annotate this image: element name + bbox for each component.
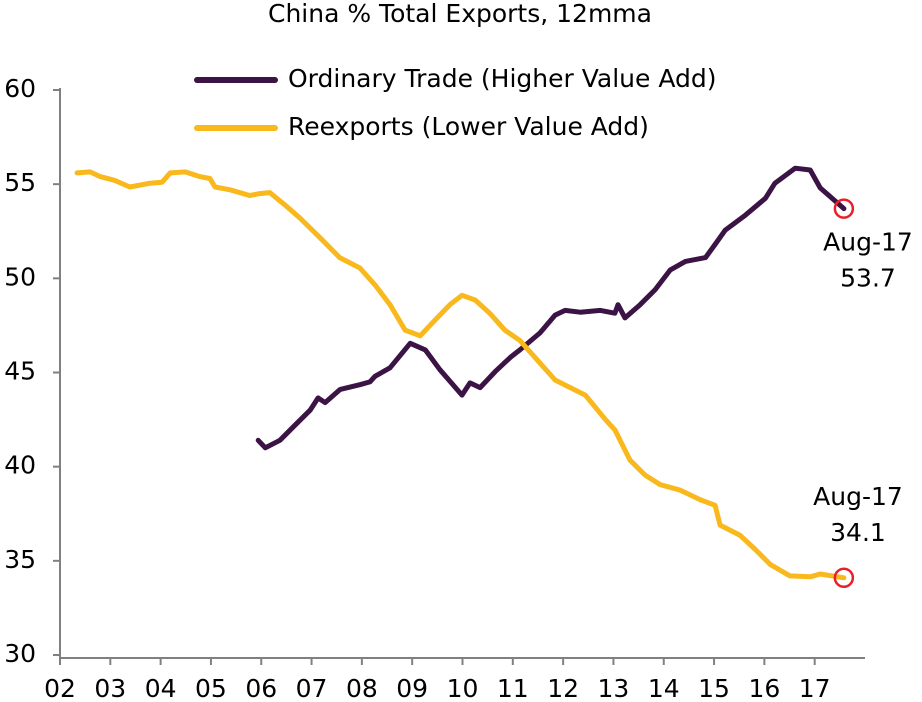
x-tick-label: 05 xyxy=(195,674,227,702)
x-tick-label: 08 xyxy=(346,674,378,702)
x-tick-label: 12 xyxy=(547,674,579,702)
y-tick-label: 45 xyxy=(4,357,36,386)
series-line xyxy=(255,165,847,451)
y-tick-label: 35 xyxy=(4,545,36,574)
x-tick-label: 15 xyxy=(698,674,730,702)
annotation-label: Aug-17 xyxy=(813,482,903,511)
annotation-marker xyxy=(833,198,855,219)
y-tick-label: 60 xyxy=(4,74,36,103)
legend-label: Reexports (Lower Value Add) xyxy=(288,112,649,141)
x-tick-label: 03 xyxy=(94,674,126,702)
x-tick-label: 10 xyxy=(447,674,479,702)
y-tick-label: 50 xyxy=(4,262,36,291)
x-tick-label: 13 xyxy=(598,674,630,702)
x-tick-label: 17 xyxy=(799,674,831,702)
x-tick-label: 07 xyxy=(296,674,328,702)
x-tick-label: 04 xyxy=(145,674,177,702)
chart-title: China % Total Exports, 12mma xyxy=(268,0,652,28)
y-tick-label: 30 xyxy=(4,639,36,668)
annotation-value: 34.1 xyxy=(830,518,886,547)
x-tick-label: 06 xyxy=(245,674,277,702)
annotation-value: 53.7 xyxy=(840,264,896,293)
x-tick-label: 11 xyxy=(497,674,529,702)
y-tick-label: 40 xyxy=(4,451,36,480)
annotation-label: Aug-17 xyxy=(823,228,913,257)
x-tick-label: 14 xyxy=(648,674,680,702)
y-tick-label: 55 xyxy=(4,168,36,197)
series-line xyxy=(74,169,847,581)
legend-label: Ordinary Trade (Higher Value Add) xyxy=(288,64,716,93)
x-tick-label: 16 xyxy=(748,674,780,702)
annotation-marker xyxy=(833,567,855,589)
x-tick-label: 02 xyxy=(44,674,76,702)
x-tick-label: 09 xyxy=(396,674,428,702)
